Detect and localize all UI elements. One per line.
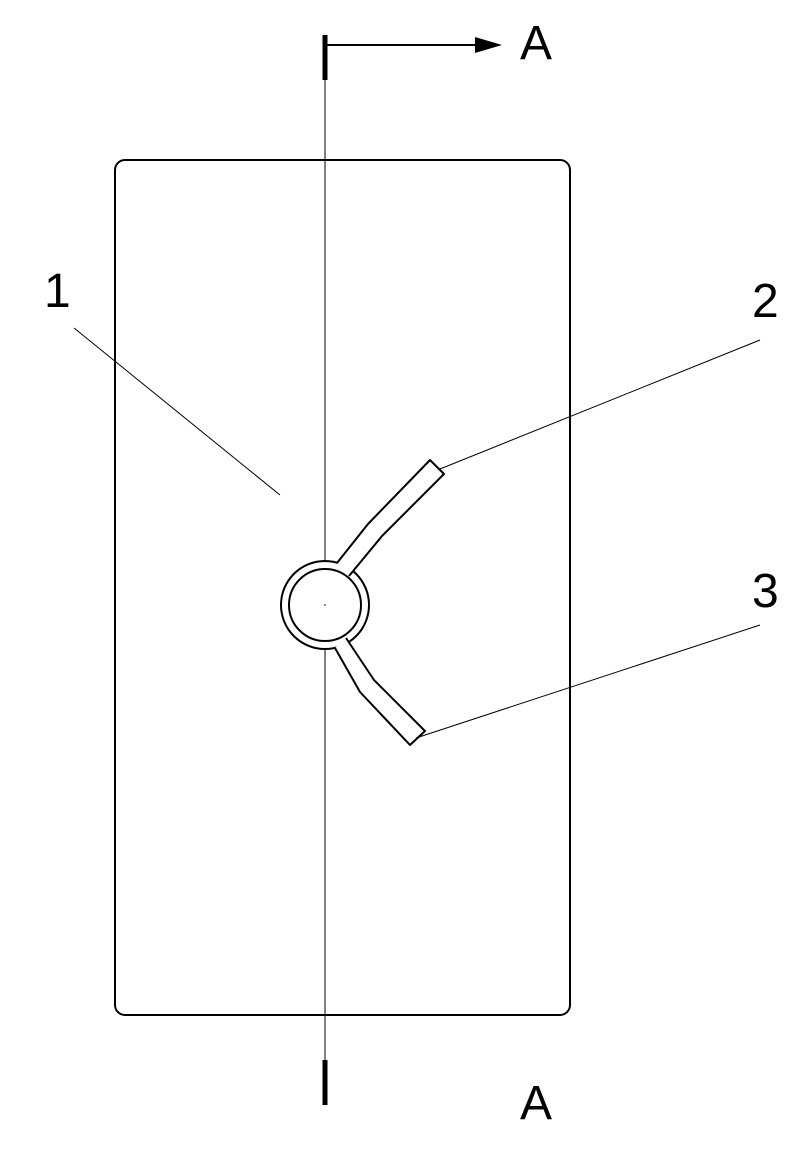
leader-1: [74, 328, 280, 495]
leader-2: [440, 340, 760, 469]
lever-lower: [335, 638, 425, 745]
section-arrow-head: [475, 37, 502, 53]
lever-upper: [337, 460, 444, 576]
callout-label-1: 1: [44, 268, 71, 316]
body-rect: [115, 160, 570, 1015]
ring-center-dot: [324, 604, 326, 606]
leader-3: [416, 625, 760, 738]
section-label-top: A: [520, 20, 552, 68]
section-label-bottom: A: [520, 1080, 552, 1128]
diagram-svg: [0, 0, 806, 1166]
diagram-canvas: A A 1 2 3: [0, 0, 806, 1166]
callout-label-2: 2: [752, 278, 779, 326]
callout-label-3: 3: [752, 568, 779, 616]
